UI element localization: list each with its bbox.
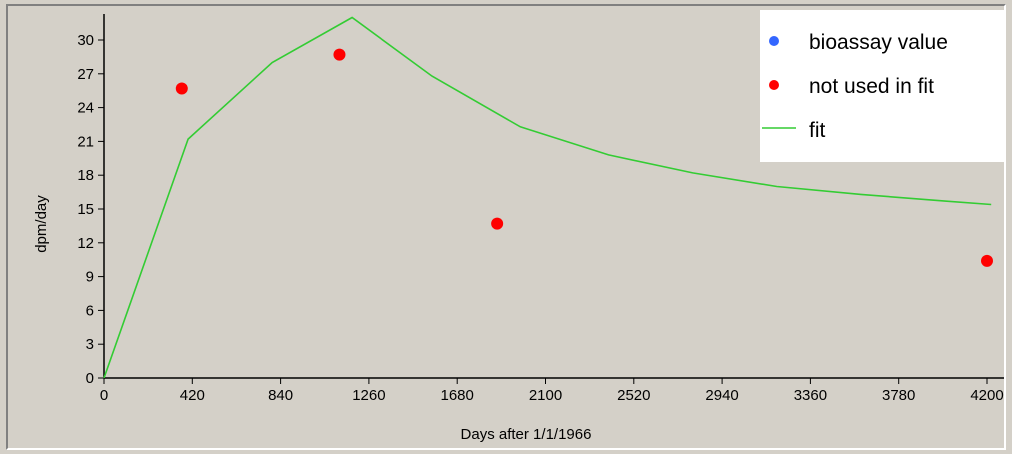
y-tick-label: 0 — [86, 370, 94, 387]
x-tick-label: 2100 — [529, 387, 562, 404]
legend-label-bioassay-value: bioassay value — [809, 31, 948, 54]
x-tick-label: 4200 — [970, 387, 1003, 404]
data-point-not-used-in-fit — [333, 48, 346, 61]
legend-marker-not-used-in-fit — [769, 80, 779, 90]
axes: 0 420 840 1260 1680 2100 2520 2940 3360 3780 4200 0… — [77, 14, 1004, 404]
x-tick-label: 3780 — [882, 387, 915, 404]
y-tick-label: 18 — [77, 167, 94, 184]
chart: 0 420 840 1260 1680 2100 2520 2940 3360 3780 4200 0… — [33, 10, 1004, 443]
y-tick-label: 9 — [86, 269, 94, 286]
legend: bioassay value not used in fit fit — [760, 10, 1004, 162]
fit-line — [103, 16, 992, 378]
legend-marker-bioassay-value — [769, 36, 779, 46]
y-tick-label: 30 — [77, 32, 94, 49]
x-tick-label: 2940 — [705, 387, 738, 404]
x-tick-label: 2520 — [617, 387, 650, 404]
x-tick-label: 3360 — [794, 387, 827, 404]
y-tick-label: 6 — [86, 302, 94, 319]
legend-box — [760, 10, 1004, 162]
points-series — [175, 48, 993, 267]
x-tick-label: 1260 — [352, 387, 385, 404]
data-point-not-used-in-fit — [981, 254, 993, 267]
x-tick-label: 0 — [100, 387, 108, 404]
x-tick-label: 420 — [180, 387, 205, 404]
y-tick-label: 3 — [86, 336, 94, 353]
legend-label-not-used-in-fit: not used in fit — [809, 75, 934, 98]
legend-label-fit: fit — [809, 119, 826, 142]
x-axis-title: Days after 1/1/1966 — [461, 426, 592, 443]
x-tick-label: 840 — [268, 387, 293, 404]
x-tick-label: 1680 — [441, 387, 474, 404]
fit-series — [103, 16, 992, 378]
y-tick-label: 12 — [77, 235, 94, 252]
y-tick-label: 21 — [77, 133, 94, 150]
data-point-not-used-in-fit — [175, 82, 188, 95]
y-tick-label: 15 — [77, 201, 94, 218]
y-axis-title: dpm/day — [33, 195, 50, 253]
chart-panel: 0 420 840 1260 1680 2100 2520 2940 3360 3780 4200 0… — [6, 4, 1006, 450]
data-point-not-used-in-fit — [491, 217, 504, 230]
y-tick-label: 27 — [77, 66, 94, 83]
y-tick-label: 24 — [77, 100, 94, 117]
